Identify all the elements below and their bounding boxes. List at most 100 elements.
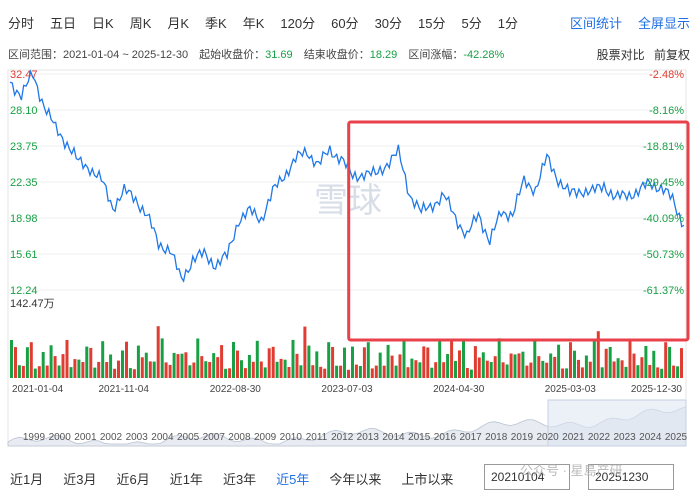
x-axis-tick: 2021-01-04 <box>12 384 64 395</box>
date-from-input[interactable]: 20210104 <box>484 464 570 490</box>
volume-bar <box>672 365 676 378</box>
overview-year: 2025 <box>665 432 688 443</box>
y-axis-labels: 32.47 -2.48% 28.10 -8.16% 23.75 -18.81% 22.35 -… <box>10 69 684 297</box>
tab-120min[interactable]: 120分 <box>280 15 316 31</box>
volume-bar <box>501 362 505 378</box>
volume-bar <box>473 346 477 378</box>
volume-bar <box>406 367 410 378</box>
volume-bar <box>188 365 192 378</box>
range-ytd[interactable]: 今年以来 <box>329 471 382 487</box>
volume-bar <box>331 347 335 378</box>
volume-bar <box>382 365 386 378</box>
volume-bar <box>140 357 144 378</box>
x-axis-tick: 2023-07-03 <box>321 384 373 395</box>
volume-bar <box>311 365 315 378</box>
volume-bar <box>374 365 378 378</box>
volume-bar <box>652 350 656 378</box>
tab-5min[interactable]: 5分 <box>461 15 482 31</box>
grid <box>8 73 686 291</box>
volume-bar <box>10 340 13 378</box>
tab-1min[interactable]: 1分 <box>497 15 518 31</box>
tab-jik[interactable]: 季K <box>205 15 227 31</box>
volume-bar <box>89 347 93 378</box>
range-6m[interactable]: 近6月 <box>116 471 150 487</box>
volume-bar <box>378 352 382 378</box>
volume-bar <box>648 365 652 378</box>
overview-year: 2003 <box>126 432 149 443</box>
overview-year: 2004 <box>151 432 174 443</box>
volume-bar <box>418 362 422 378</box>
chart-controls: 股票对比 前复权 <box>591 46 690 63</box>
y-left-tick: 18.98 <box>10 213 38 225</box>
y-left-tick: 28.10 <box>10 105 38 117</box>
volume-bar <box>251 361 255 378</box>
volume-bar <box>600 367 604 378</box>
tab-15min[interactable]: 15分 <box>418 15 446 31</box>
y-left-tick: 23.75 <box>10 141 38 153</box>
volume-bar <box>541 360 545 378</box>
volume-bar <box>676 366 680 378</box>
volume-bar <box>220 345 224 378</box>
volume-bar <box>465 368 469 378</box>
tab-fenshi[interactable]: 分时 <box>8 15 35 31</box>
y-right-tick: -8.16% <box>649 105 684 117</box>
overview-year: 2024 <box>639 432 662 443</box>
tab-30min[interactable]: 30分 <box>374 15 403 31</box>
volume-bar <box>446 354 450 378</box>
overview-selection[interactable] <box>547 399 687 447</box>
range-3y[interactable]: 近3年 <box>222 471 257 487</box>
volume-bar <box>577 359 580 378</box>
range-change: 区间涨幅：-42.28% <box>408 49 505 61</box>
tab-60min[interactable]: 60分 <box>331 15 359 31</box>
overview-year: 2001 <box>74 432 97 443</box>
volume-bar <box>458 350 461 378</box>
y-right-tick: -61.37% <box>643 285 684 297</box>
range-5y[interactable]: 近5年 <box>276 471 310 487</box>
range-stats-link[interactable]: 区间统计 <box>569 15 622 31</box>
volume-bar <box>160 338 164 378</box>
overview-year: 1999 <box>23 432 46 443</box>
volume-bar <box>493 356 497 378</box>
volume-bar <box>200 356 204 378</box>
range-3m[interactable]: 近3月 <box>63 471 97 487</box>
tab-yuek[interactable]: 月K <box>167 15 190 31</box>
y-left-tick: 32.47 <box>10 69 38 81</box>
tab-rik[interactable]: 日K <box>92 15 114 31</box>
volume-bar <box>117 360 120 378</box>
volume-bar <box>307 345 311 378</box>
volume-bar <box>584 355 588 378</box>
volume-bar <box>319 366 323 378</box>
highlight-box <box>347 120 690 342</box>
volume-bar <box>180 353 184 378</box>
volume-bar <box>164 362 168 378</box>
volume-bar <box>97 361 101 378</box>
tab-wuri[interactable]: 五日 <box>50 15 77 31</box>
volume-bar <box>573 350 576 378</box>
volume-bar <box>664 342 668 378</box>
price-chart[interactable]: 雪球 142.47万 32.47 -2.48%28.10 -8.16%23.75 -1… <box>0 64 700 464</box>
volume-bar <box>212 353 216 378</box>
volume-bar <box>386 344 390 378</box>
tab-zhouk[interactable]: 周K <box>129 15 152 31</box>
range-1y[interactable]: 近1年 <box>169 471 203 487</box>
date-to-input[interactable]: 20251230 <box>588 464 674 490</box>
volume-bar <box>77 359 81 378</box>
tab-niank[interactable]: 年K <box>242 15 265 31</box>
range-since-listing[interactable]: 上市以来 <box>401 471 454 487</box>
volume-bar <box>410 358 414 378</box>
volume-bar <box>366 342 370 378</box>
compare-button[interactable]: 股票对比 <box>596 48 645 62</box>
volume-bar <box>588 361 592 378</box>
range-1m[interactable]: 近1月 <box>10 471 44 487</box>
overview-year: 2015 <box>408 432 431 443</box>
adjust-button[interactable]: 前复权 <box>653 48 690 62</box>
volume-bar <box>533 338 537 378</box>
x-axis-labels: 2021-01-04 2021-11-04 2022-08-30 2023-07-03… <box>12 384 682 395</box>
volume-bar <box>73 359 77 378</box>
footer-watermark: 公众号 · 星島产研 <box>520 463 623 478</box>
volume-bar <box>132 369 136 378</box>
volume-bar <box>41 352 45 378</box>
volume-bar <box>327 342 331 378</box>
volume-bar <box>596 331 600 378</box>
fullscreen-link[interactable]: 全屏显示 <box>637 15 690 31</box>
